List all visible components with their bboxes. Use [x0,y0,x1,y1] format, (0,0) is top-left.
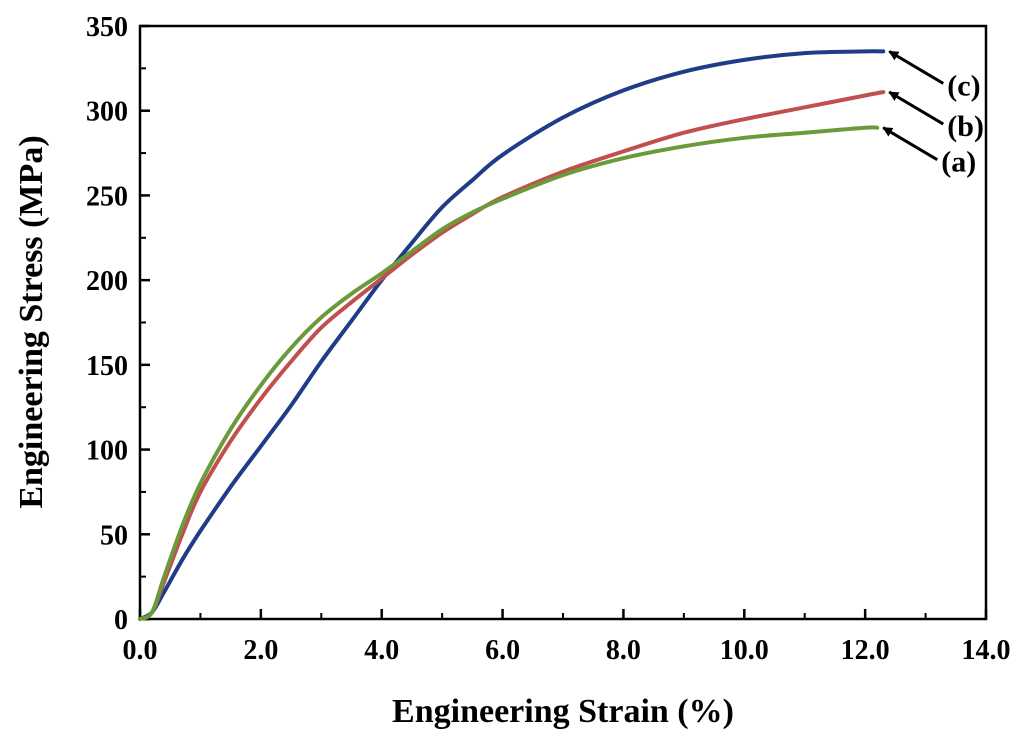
x-tick-label: 0.0 [123,635,158,666]
series-line-a [138,125,880,621]
annotation-label-c: (c) [947,69,980,102]
y-tick-label: 200 [86,266,128,297]
y-tick-label: 150 [86,351,128,382]
x-tick-label: 10.0 [720,635,769,666]
x-tick-label: 14.0 [962,635,1011,666]
y-tick-label: 0 [114,605,128,636]
annotation-layer: (c) (b)(a) [882,50,984,179]
annotation-arrow-c [888,50,945,85]
y-tick-label: 100 [86,436,128,467]
x-tick-label: 6.0 [485,635,520,666]
y-tick-label: 50 [100,520,128,551]
x-tick-label: 12.0 [841,635,890,666]
y-tick-label: 350 [86,12,128,43]
series-layer [138,49,886,621]
series-line-c [138,49,886,621]
x-tick-label: 8.0 [606,635,641,666]
y-tick-label: 300 [86,97,128,128]
annotation-label-a: (a) [941,146,976,179]
y-axis-ticks: 0 50 100 150 200 250 300 350 [86,12,150,636]
plot-frame [138,24,988,621]
annotation-arrow-a [882,126,938,161]
y-tick-label: 250 [86,181,128,212]
x-axis-ticks: 0.0 2.0 4.0 6.0 8.0 10.0 12.0 14.0 [123,609,1011,666]
y-axis-title: Engineering Stress (MPa) [13,135,50,508]
x-tick-label: 2.0 [243,635,278,666]
x-tick-label: 4.0 [364,635,399,666]
annotation-arrow-b [888,90,945,126]
annotation-label-b: (b) [947,110,984,143]
x-axis-title: Engineering Strain (%) [392,693,734,730]
series-line-b [138,90,886,621]
